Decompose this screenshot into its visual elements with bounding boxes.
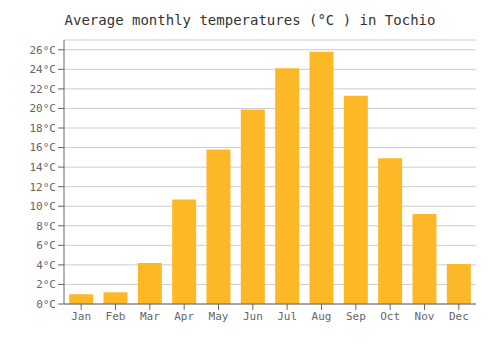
svg-text:Aug: Aug <box>312 310 332 323</box>
svg-text:10°C: 10°C <box>30 200 57 213</box>
svg-text:Jul: Jul <box>277 310 297 323</box>
svg-text:4°C: 4°C <box>36 259 56 272</box>
svg-text:6°C: 6°C <box>36 239 56 252</box>
svg-text:Feb: Feb <box>106 310 126 323</box>
svg-text:Sep: Sep <box>346 310 366 323</box>
svg-text:18°C: 18°C <box>30 122 57 135</box>
svg-text:Oct: Oct <box>380 310 400 323</box>
svg-text:2°C: 2°C <box>36 278 56 291</box>
svg-text:8°C: 8°C <box>36 220 56 233</box>
svg-text:Dec: Dec <box>449 310 469 323</box>
svg-text:14°C: 14°C <box>30 161 57 174</box>
svg-text:May: May <box>209 310 229 323</box>
svg-text:20°C: 20°C <box>30 102 57 115</box>
svg-text:0°C: 0°C <box>36 298 56 311</box>
svg-text:Jun: Jun <box>243 310 263 323</box>
svg-text:16°C: 16°C <box>30 141 57 154</box>
svg-text:Nov: Nov <box>415 310 435 323</box>
svg-text:26°C: 26°C <box>30 44 57 57</box>
svg-text:12°C: 12°C <box>30 181 57 194</box>
html-text:Average monthly temperatures (: Average monthly temperatures (°C ) in To… <box>64 12 436 28</box>
svg-text:Mar: Mar <box>140 310 160 323</box>
svg-text:Apr: Apr <box>174 310 194 323</box>
svg-text:22°C: 22°C <box>30 83 57 96</box>
svg-text:24°C: 24°C <box>30 63 57 76</box>
svg-text:Jan: Jan <box>71 310 91 323</box>
